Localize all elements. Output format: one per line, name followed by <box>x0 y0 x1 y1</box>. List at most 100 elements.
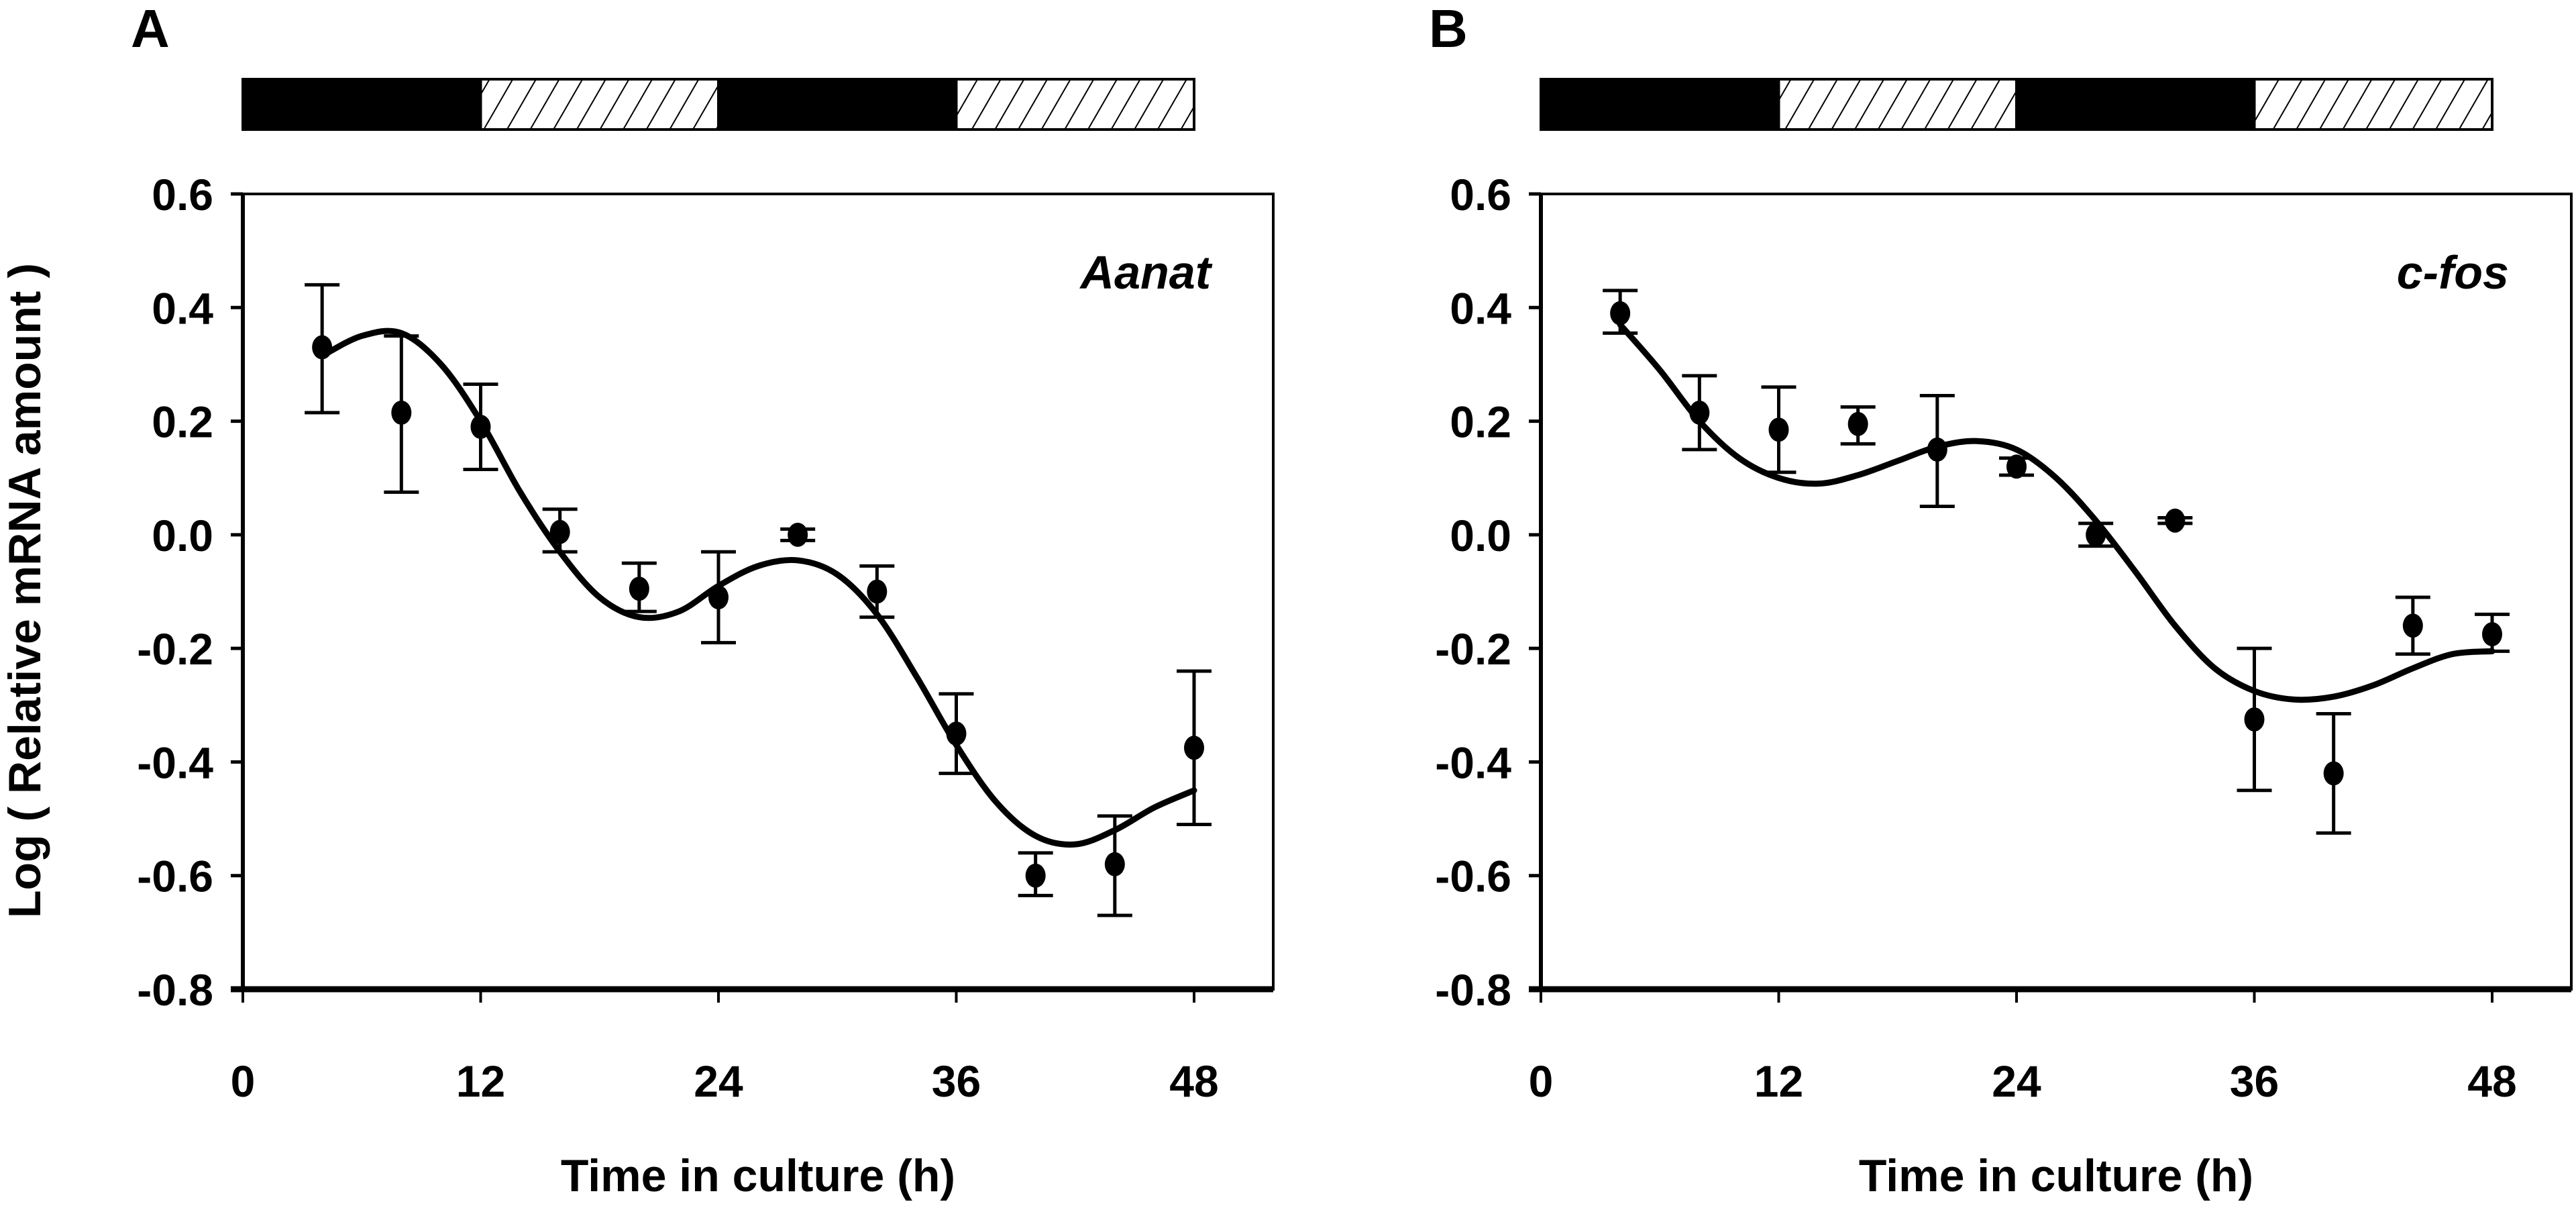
data-point <box>1999 454 2034 479</box>
data-points-a <box>305 283 1212 917</box>
data-marker <box>391 400 412 425</box>
y-tick-label: 0.2 <box>1450 397 1511 447</box>
data-point <box>621 561 657 613</box>
y-tick-label: 0.0 <box>152 511 213 560</box>
data-marker <box>788 522 808 547</box>
y-tick-label: -0.2 <box>137 624 213 674</box>
data-marker <box>708 585 729 609</box>
y-tick-label: -0.8 <box>137 965 213 1015</box>
y-tick-label: -0.6 <box>137 852 213 901</box>
fit-curve-a <box>319 328 1197 848</box>
light-dark-bar-b <box>1540 78 2493 131</box>
x-axis-title-b: Time in culture (h) <box>1859 1150 2253 1201</box>
dark-phase-segment <box>717 78 958 131</box>
x-tick-label: 0 <box>1529 1056 1554 1106</box>
data-marker <box>549 519 570 544</box>
data-point <box>2078 521 2114 548</box>
dark-phase-segment <box>2015 78 2256 131</box>
data-marker <box>1104 852 1125 876</box>
data-marker <box>1025 863 1046 888</box>
x-tick-label: 0 <box>231 1056 256 1106</box>
light-phase-segment <box>2253 78 2493 131</box>
data-point <box>859 564 895 619</box>
gene-label-cfos: c-fos <box>2397 246 2509 299</box>
y-tick-label: 0.6 <box>152 170 213 219</box>
data-marker <box>1847 411 1868 436</box>
light-phase-segment <box>479 78 720 131</box>
y-tick-label: -0.4 <box>137 738 213 787</box>
data-marker <box>2086 522 2106 547</box>
gene-label-aanat: Aanat <box>1079 246 1213 299</box>
data-marker <box>2006 454 2027 479</box>
data-point <box>1840 405 1876 446</box>
axes-a: 0.6 0.4 0.2 0.0 -0.2 -0.4 -0.6 -0.8 0 12 24 36 48 <box>137 170 1275 1106</box>
x-tick-label: 12 <box>1754 1056 1803 1106</box>
data-marker <box>312 335 333 360</box>
data-point <box>1603 289 1638 335</box>
fit-curve-b <box>1617 321 2496 703</box>
data-point <box>1682 374 1717 452</box>
data-point <box>1761 385 1796 474</box>
data-marker <box>2165 508 2186 533</box>
y-tick-label: 0.2 <box>152 397 213 447</box>
data-marker <box>1927 437 1947 462</box>
data-point <box>701 550 736 645</box>
data-point <box>1919 393 1955 509</box>
data-marker <box>1768 417 1789 442</box>
y-tick-label: -0.4 <box>1435 738 1511 787</box>
light-phase-segment <box>955 78 1195 131</box>
panel-label-a: A <box>131 0 170 58</box>
x-tick-label: 24 <box>1992 1056 2041 1106</box>
data-marker <box>2482 621 2502 646</box>
y-tick-label: -0.6 <box>1435 852 1511 901</box>
data-marker <box>2244 707 2265 732</box>
y-tick-label: -0.8 <box>1435 965 1511 1015</box>
data-points-b <box>1603 289 2510 835</box>
light-phase-segment <box>1777 78 2018 131</box>
panel-a: A Aanat 0.6 0.4 0.2 0.0 -0.2 -0.4 -0.6 -0.8 0 12 2… <box>131 0 1275 1201</box>
x-tick-label: 36 <box>2230 1056 2279 1106</box>
x-tick-label: 36 <box>932 1056 981 1106</box>
light-dark-bar-a <box>241 78 1195 131</box>
data-marker <box>867 579 888 604</box>
data-point <box>2237 646 2272 793</box>
x-tick-label: 12 <box>456 1056 505 1106</box>
data-point <box>1177 669 1212 827</box>
data-marker <box>1184 736 1204 760</box>
x-tick-label: 24 <box>694 1056 743 1106</box>
x-tick-label: 48 <box>2467 1056 2516 1106</box>
dark-phase-segment <box>241 78 482 131</box>
data-point <box>780 522 816 547</box>
panel-b: B c-fos 0.6 0.4 0.2 0.0 -0.2 -0.4 -0.6 -0.8 0 12 2… <box>1429 0 2573 1201</box>
data-point <box>2157 508 2193 533</box>
fit-curve <box>319 328 1197 848</box>
y-tick-label: -0.2 <box>1435 624 1511 674</box>
data-point <box>305 283 340 415</box>
panel-label-b: B <box>1429 0 1468 58</box>
data-point <box>1097 814 1132 917</box>
y-tick-label: 0.6 <box>1450 170 1511 219</box>
x-axis-title-a: Time in culture (h) <box>561 1150 955 1201</box>
data-point <box>2316 711 2351 835</box>
data-marker <box>470 415 491 440</box>
y-tick-label: 0.0 <box>1450 511 1511 560</box>
data-marker <box>2402 613 2423 638</box>
data-point <box>2475 612 2510 653</box>
data-marker <box>629 576 649 601</box>
y-tick-label: 0.4 <box>152 283 213 333</box>
y-axis-title: Log ( Relative mRNA amount ) <box>0 263 50 918</box>
data-point <box>463 383 498 472</box>
dark-phase-segment <box>1540 78 1780 131</box>
plot-frame <box>1540 193 2573 991</box>
axes-b: 0.6 0.4 0.2 0.0 -0.2 -0.4 -0.6 -0.8 0 12 24 36 48 <box>1435 170 2573 1106</box>
y-tick-label: 0.4 <box>1450 283 1511 333</box>
x-tick-label: 48 <box>1169 1056 1218 1106</box>
data-marker <box>1610 301 1631 325</box>
data-marker <box>1689 400 1710 425</box>
data-point <box>2395 595 2430 656</box>
data-point <box>938 692 974 775</box>
data-point <box>542 507 578 554</box>
data-marker <box>2323 761 2344 786</box>
data-point <box>384 334 419 494</box>
